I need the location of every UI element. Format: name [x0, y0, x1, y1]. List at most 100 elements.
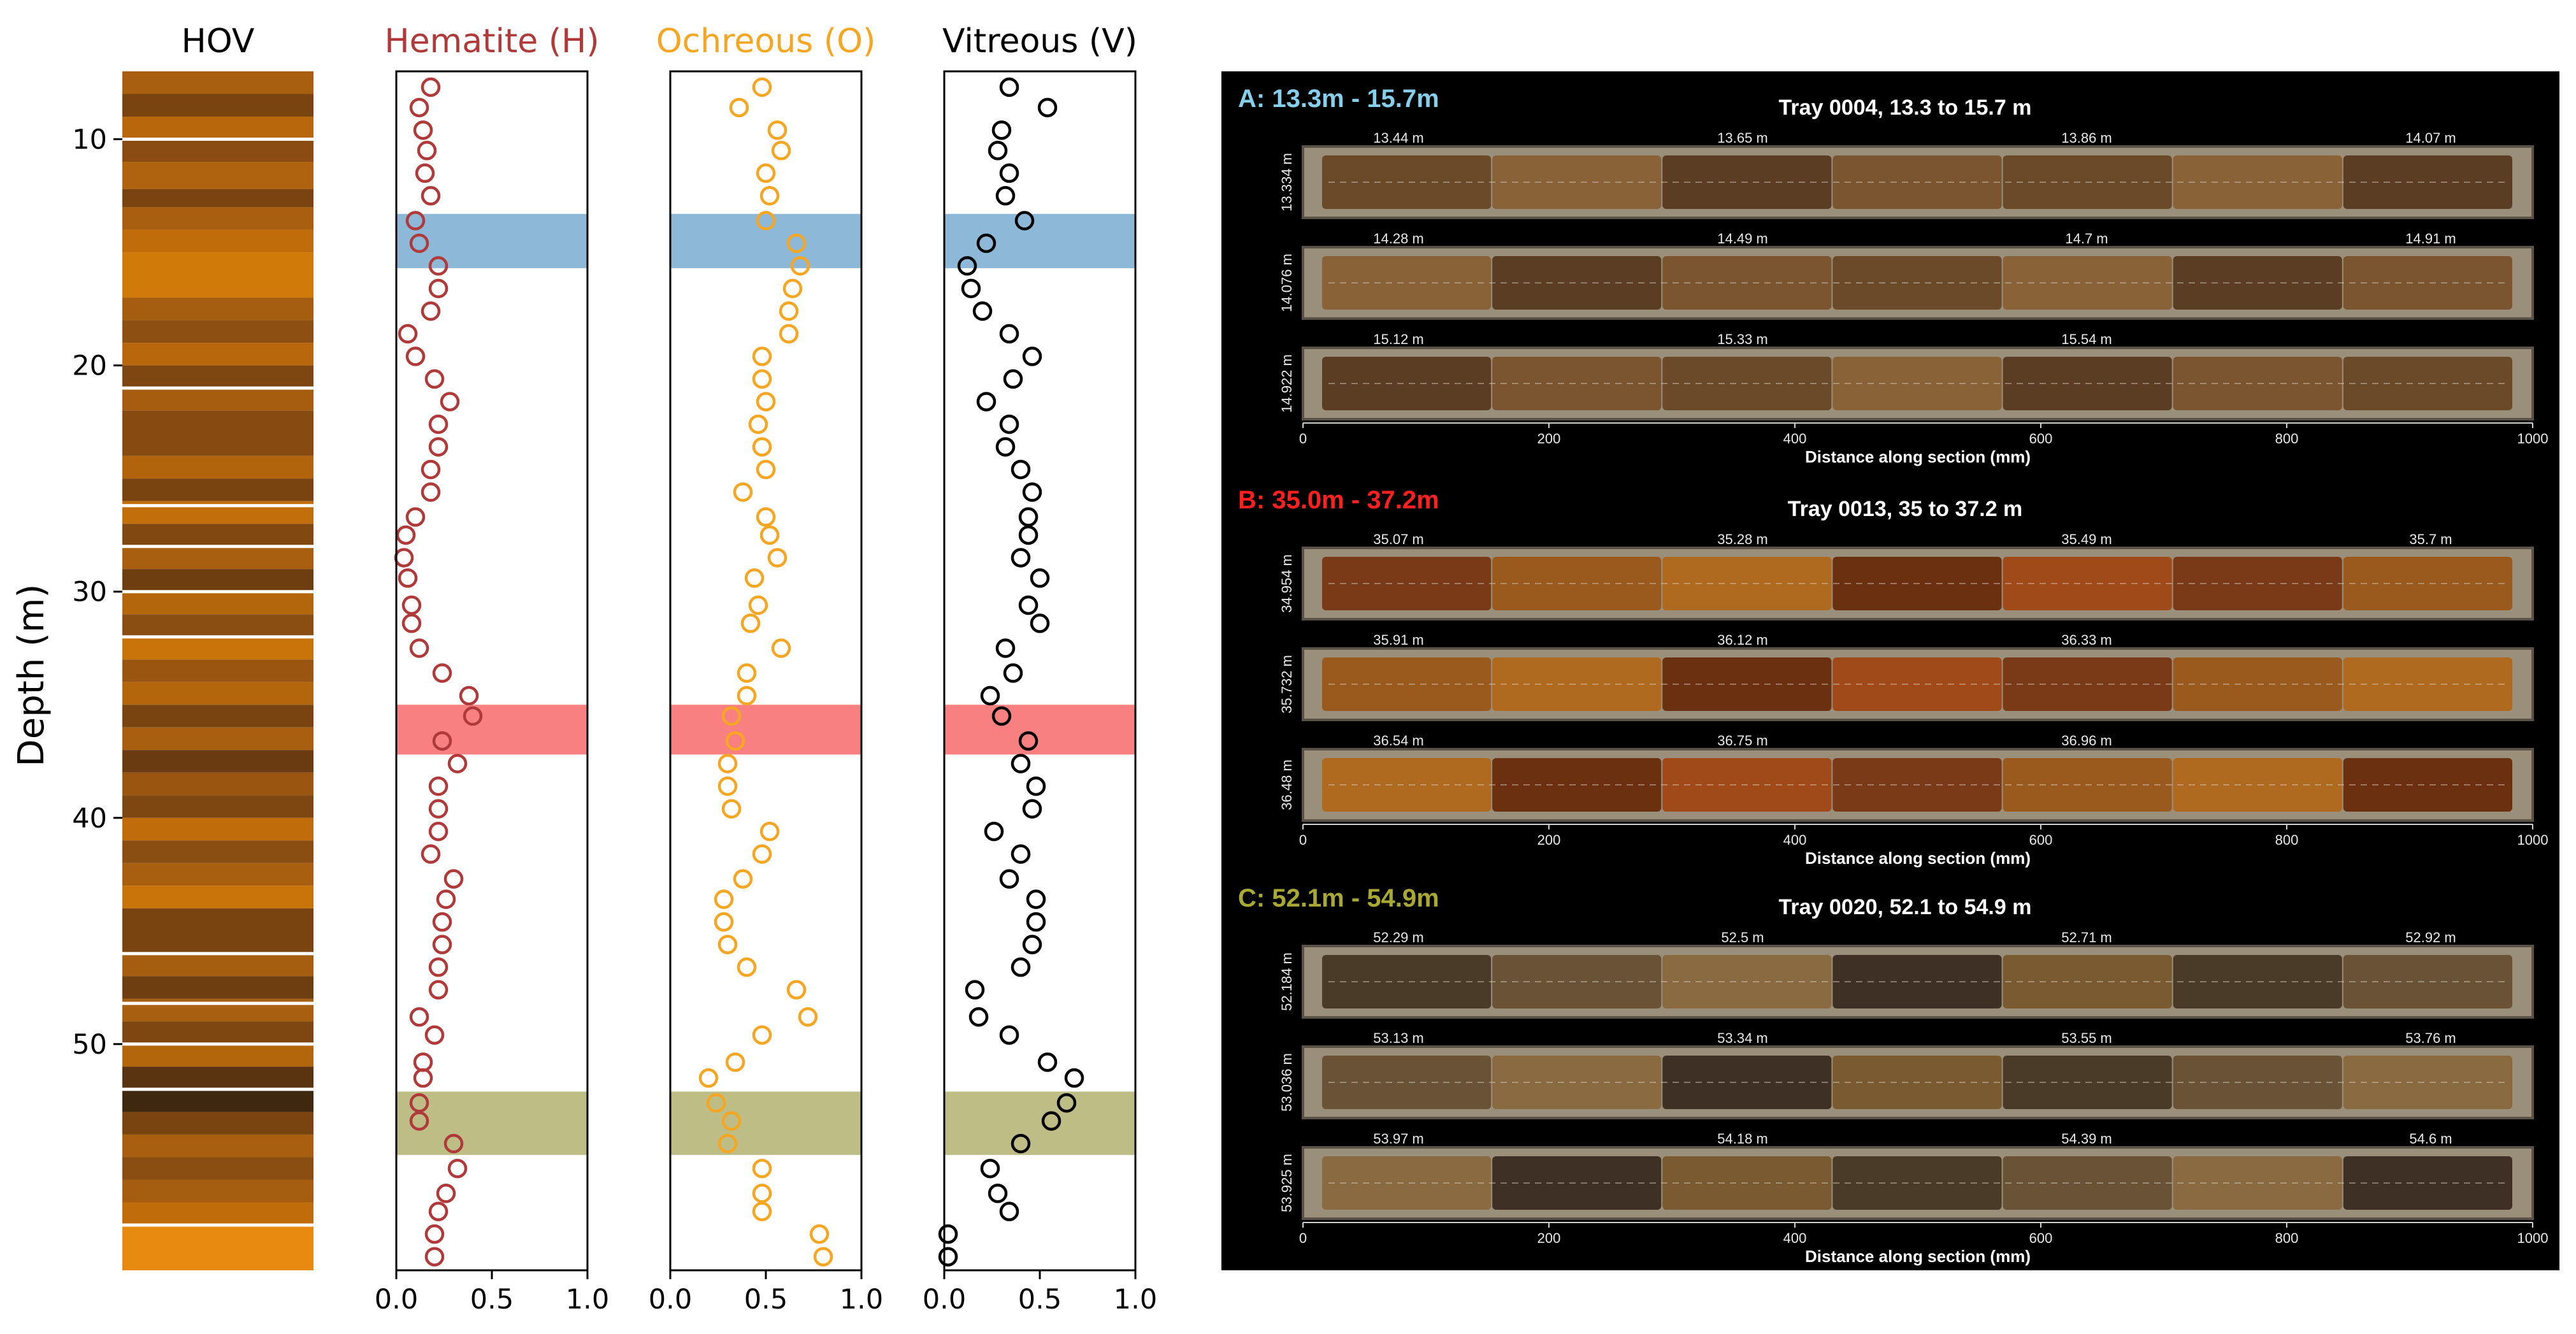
- data-point: [428, 821, 449, 842]
- data-point: [1014, 211, 1035, 231]
- data-point: [421, 301, 441, 321]
- distance-tick-label: 0: [1299, 1230, 1307, 1246]
- hov-layer: [122, 1202, 313, 1225]
- data-point: [725, 731, 745, 751]
- tray-title: Tray 0013, 35 to 37.2 m: [1788, 497, 2023, 521]
- hov-layer: [122, 614, 313, 637]
- data-point: [999, 1201, 1019, 1221]
- data-point: [405, 507, 426, 527]
- section-label: B: 35.0m - 37.2m: [1238, 486, 1439, 514]
- section-label: A: 13.3m - 15.7m: [1238, 85, 1439, 113]
- hov-layer: [122, 772, 313, 796]
- core-segment: [1492, 155, 1662, 209]
- data-point: [756, 163, 776, 183]
- depth-tick-label: 30: [72, 577, 107, 608]
- data-point: [432, 912, 452, 932]
- data-point: [744, 568, 765, 588]
- core-segment: [1662, 955, 1832, 1008]
- core-segment: [1832, 256, 2002, 310]
- data-point: [717, 754, 738, 773]
- distance-tick-label: 1000: [2517, 832, 2549, 848]
- data-point: [725, 1052, 745, 1072]
- data-point: [752, 844, 772, 864]
- data-point: [972, 301, 993, 321]
- hov-layer: [122, 117, 313, 140]
- data-point: [717, 935, 738, 954]
- row-depth-label: 52.184 m: [1279, 952, 1295, 1011]
- data-point: [752, 1158, 772, 1179]
- data-point: [417, 141, 437, 161]
- hov-layer: [122, 410, 313, 456]
- data-point: [1022, 799, 1042, 819]
- hov-layer: [122, 343, 313, 366]
- core-segment: [1832, 357, 2002, 410]
- core-segment: [2173, 657, 2342, 711]
- core-segment: [2173, 557, 2342, 610]
- core-segment: [1322, 1056, 1492, 1109]
- row-depth-tick: 54.6 m: [2409, 1131, 2452, 1147]
- data-point: [999, 414, 1019, 434]
- row-depth-label: 53.036 m: [1279, 1053, 1295, 1112]
- distance-tick-label: 400: [1783, 1230, 1807, 1246]
- row-depth-tick: 52.71 m: [2061, 929, 2112, 945]
- hov-layer: [122, 795, 313, 818]
- row-depth-label: 13.334 m: [1279, 153, 1295, 212]
- distance-tick-label: 600: [2029, 431, 2053, 447]
- data-point: [401, 613, 422, 633]
- core-segment: [2003, 557, 2172, 610]
- hov-layer: [122, 478, 313, 501]
- hov-layer: [122, 727, 313, 750]
- depth-tick-label: 20: [72, 350, 107, 382]
- core-segment: [1492, 955, 1662, 1008]
- core-segment: [2003, 1156, 2172, 1210]
- data-point: [1011, 1133, 1031, 1154]
- section-label: C: 52.1m - 54.9m: [1238, 884, 1439, 912]
- data-point: [988, 141, 1008, 161]
- row-depth-tick: 15.12 m: [1373, 331, 1424, 347]
- data-point: [1018, 507, 1039, 527]
- distance-tick-label: 400: [1783, 832, 1807, 848]
- hov-layer: [122, 139, 313, 162]
- distance-axis-label: Distance along section (mm): [1805, 849, 2031, 868]
- data-point: [938, 1224, 958, 1244]
- data-point: [717, 776, 738, 796]
- data-point: [752, 1184, 772, 1203]
- hov-layer: [122, 863, 313, 886]
- data-point: [428, 776, 449, 796]
- data-point: [714, 912, 734, 932]
- row-depth-tick: 53.34 m: [1717, 1030, 1768, 1046]
- highlight-band: [396, 1091, 587, 1155]
- core-segment: [1832, 955, 2002, 1008]
- highlight-band: [396, 705, 587, 755]
- row-depth-tick: 35.49 m: [2061, 531, 2112, 547]
- row-depth-tick: 53.55 m: [2061, 1030, 2112, 1046]
- row-depth-tick: 54.18 m: [1717, 1131, 1768, 1147]
- core-segment: [2003, 155, 2172, 209]
- core-segment: [2343, 758, 2512, 812]
- highlight-band: [944, 1091, 1135, 1155]
- data-point: [1041, 1111, 1061, 1131]
- data-point: [721, 706, 742, 726]
- highlight-band: [670, 1091, 861, 1155]
- ochreous-plot: 0.0 0.5 1.0: [649, 70, 883, 1316]
- depth-tick-label: 40: [72, 803, 107, 835]
- x-tick-label: 1.0: [1114, 1284, 1157, 1316]
- data-point: [421, 77, 441, 97]
- data-point: [748, 595, 768, 615]
- data-point: [1022, 482, 1042, 502]
- core-segment: [2173, 758, 2342, 812]
- tray-title: Tray 0020, 52.1 to 54.9 m: [1779, 895, 2032, 919]
- hov-layer: [122, 636, 313, 660]
- data-point: [421, 482, 441, 502]
- distance-tick-label: 0: [1299, 431, 1307, 447]
- hov-layer: [122, 1112, 313, 1135]
- hov-layer: [122, 591, 313, 615]
- hov-layer: [122, 320, 313, 343]
- row-depth-tick: 14.28 m: [1373, 231, 1424, 247]
- data-point: [756, 459, 776, 480]
- core-section: C: 52.1m - 54.9m Tray 0020, 52.1 to 54.9 …: [1238, 884, 2549, 1266]
- row-depth-tick: 14.91 m: [2405, 231, 2456, 247]
- data-point: [759, 821, 780, 842]
- distance-tick-label: 1000: [2517, 1230, 2549, 1246]
